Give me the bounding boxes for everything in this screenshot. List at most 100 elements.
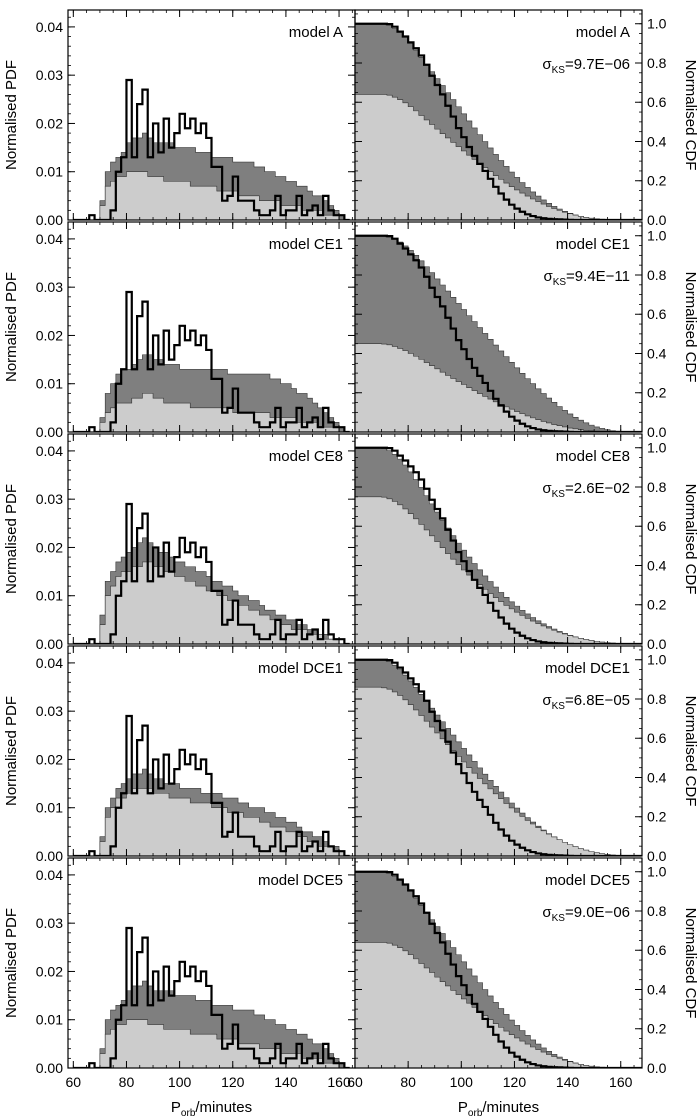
y-tick-label: 0.02 [36, 539, 63, 555]
ks-symbol: σ [542, 480, 552, 497]
x-axis-title-main: P [171, 1099, 181, 1116]
plot-area [355, 22, 642, 220]
ks-subscript: KS [552, 489, 566, 500]
panel-frame [354, 857, 643, 1069]
y-tick-label: 0.04 [36, 655, 63, 671]
y-tick-label: 0.02 [36, 115, 63, 131]
model-label: model CE8 [269, 448, 343, 465]
y-tick-label: 0.03 [36, 491, 63, 507]
model-label: model CE1 [269, 236, 343, 253]
y-tick-label: 0.0 [647, 1060, 667, 1076]
ks-statistic: σKS=9.4E−11 [543, 268, 630, 288]
model-label: model DCE1 [545, 660, 630, 677]
x-tick-label: 60 [66, 1074, 82, 1090]
y-axis-title: Normalised CDF [682, 60, 699, 171]
ks-value: =9.0E−06 [565, 904, 630, 921]
y-axis-title: Normalised PDF [3, 60, 20, 170]
plot-area [355, 234, 642, 432]
panel-model-dce1-pdf: 0.00 0.01 0.02 0.03 0.04 model DCE1 Normalised… [3, 645, 356, 864]
x-tick-label: 160 [609, 1074, 633, 1090]
y-tick-label: 0.0 [647, 212, 667, 228]
x-axis-title: Porb/minutes [458, 1099, 539, 1119]
series-observed-line [73, 290, 350, 432]
y-tick-label: 0.8 [647, 55, 667, 71]
series-component-area [355, 686, 642, 856]
y-tick-label: 1.0 [647, 652, 667, 668]
y-tick-label: 0.8 [647, 479, 667, 495]
y-tick-label: 0.8 [647, 691, 667, 707]
y-tick-label: 0.01 [36, 588, 63, 604]
ks-subscript: KS [552, 65, 566, 76]
x-tick-label: 100 [450, 1074, 474, 1090]
x-tick-label: 120 [503, 1074, 527, 1090]
y-tick-label: 0.03 [36, 703, 63, 719]
series-component-area [355, 942, 642, 1068]
y-tick-label: 0.00 [36, 636, 63, 652]
ks-statistic: σKS=9.0E−06 [542, 904, 630, 924]
model-label: model CE1 [556, 236, 630, 253]
plot-area [355, 446, 642, 644]
y-tick-label: 0.8 [647, 903, 667, 919]
x-tick-label: 140 [274, 1074, 298, 1090]
series-component-area [355, 496, 642, 644]
plot-area [73, 78, 350, 220]
panel-frame [354, 645, 643, 857]
x-tick-label: 100 [168, 1074, 192, 1090]
y-axis-title: Normalised PDF [3, 272, 20, 382]
y-tick-label: 0.04 [36, 19, 63, 35]
x-tick-label: 80 [400, 1074, 416, 1090]
y-tick-label: 0.6 [647, 518, 667, 534]
panel-model-a-pdf: 0.00 0.01 0.02 0.03 0.04 model A Normalised PD… [3, 9, 356, 228]
y-tick-label: 0.02 [36, 327, 63, 343]
x-axis-title-main: P [458, 1099, 468, 1116]
y-axis-title: Normalised PDF [3, 908, 20, 1018]
series-observed-line [73, 78, 350, 220]
y-tick-label: 0.4 [647, 769, 667, 785]
y-tick-label: 1.0 [647, 440, 667, 456]
panel-frame [354, 9, 643, 221]
model-label: model DCE5 [545, 872, 630, 889]
ks-value: =6.8E−05 [565, 692, 630, 709]
y-tick-label: 0.2 [647, 173, 667, 189]
y-tick-label: 0.6 [647, 730, 667, 746]
ks-subscript: KS [553, 277, 567, 288]
plot-area [73, 502, 350, 644]
plot-area [73, 926, 350, 1068]
y-tick-label: 0.6 [647, 306, 667, 322]
y-tick-label: 0.00 [36, 424, 63, 440]
series-observed-line [73, 926, 350, 1068]
y-tick-label: 0.4 [647, 345, 667, 361]
ks-symbol: σ [542, 56, 552, 73]
plot-area [73, 714, 350, 856]
y-tick-label: 0.2 [647, 385, 667, 401]
y-tick-label: 0.0 [647, 848, 667, 864]
ks-symbol: σ [542, 692, 552, 709]
y-tick-label: 0.2 [647, 1021, 667, 1037]
y-tick-label: 0.6 [647, 942, 667, 958]
y-tick-label: 0.01 [36, 1012, 63, 1028]
y-tick-label: 0.2 [647, 597, 667, 613]
series-observed-line [73, 502, 350, 644]
ks-symbol: σ [543, 268, 553, 285]
x-axis-title-rest: /minutes [195, 1099, 252, 1116]
x-tick-label: 140 [556, 1074, 580, 1090]
y-tick-label: 0.03 [36, 915, 63, 931]
panel-model-ce8-pdf: 0.00 0.01 0.02 0.03 0.04 model CE8 Normalised … [3, 433, 356, 652]
y-tick-label: 0.4 [647, 981, 667, 997]
y-tick-label: 0.03 [36, 279, 63, 295]
x-axis-title-sub: orb [181, 1108, 196, 1119]
model-label: model DCE5 [258, 872, 343, 889]
y-axis-title: Normalised CDF [682, 908, 699, 1019]
x-tick-label: 160 [327, 1074, 351, 1090]
x-axis-title-rest: /minutes [482, 1099, 539, 1116]
x-axis-title: Porb/minutes [171, 1099, 252, 1119]
ks-value: =9.7E−06 [565, 56, 630, 73]
y-tick-label: 0.04 [36, 231, 63, 247]
y-tick-label: 0.01 [36, 164, 63, 180]
x-tick-label: 120 [221, 1074, 245, 1090]
x-tick-label: 60 [347, 1074, 363, 1090]
y-tick-label: 0.00 [36, 1060, 63, 1076]
panel-model-dce5-cdf: 0.0 0.2 0.4 0.6 0.8 1.0 60 80 100 120 140 160 model … [347, 857, 699, 1090]
ks-statistic: σKS=6.8E−05 [542, 692, 630, 712]
